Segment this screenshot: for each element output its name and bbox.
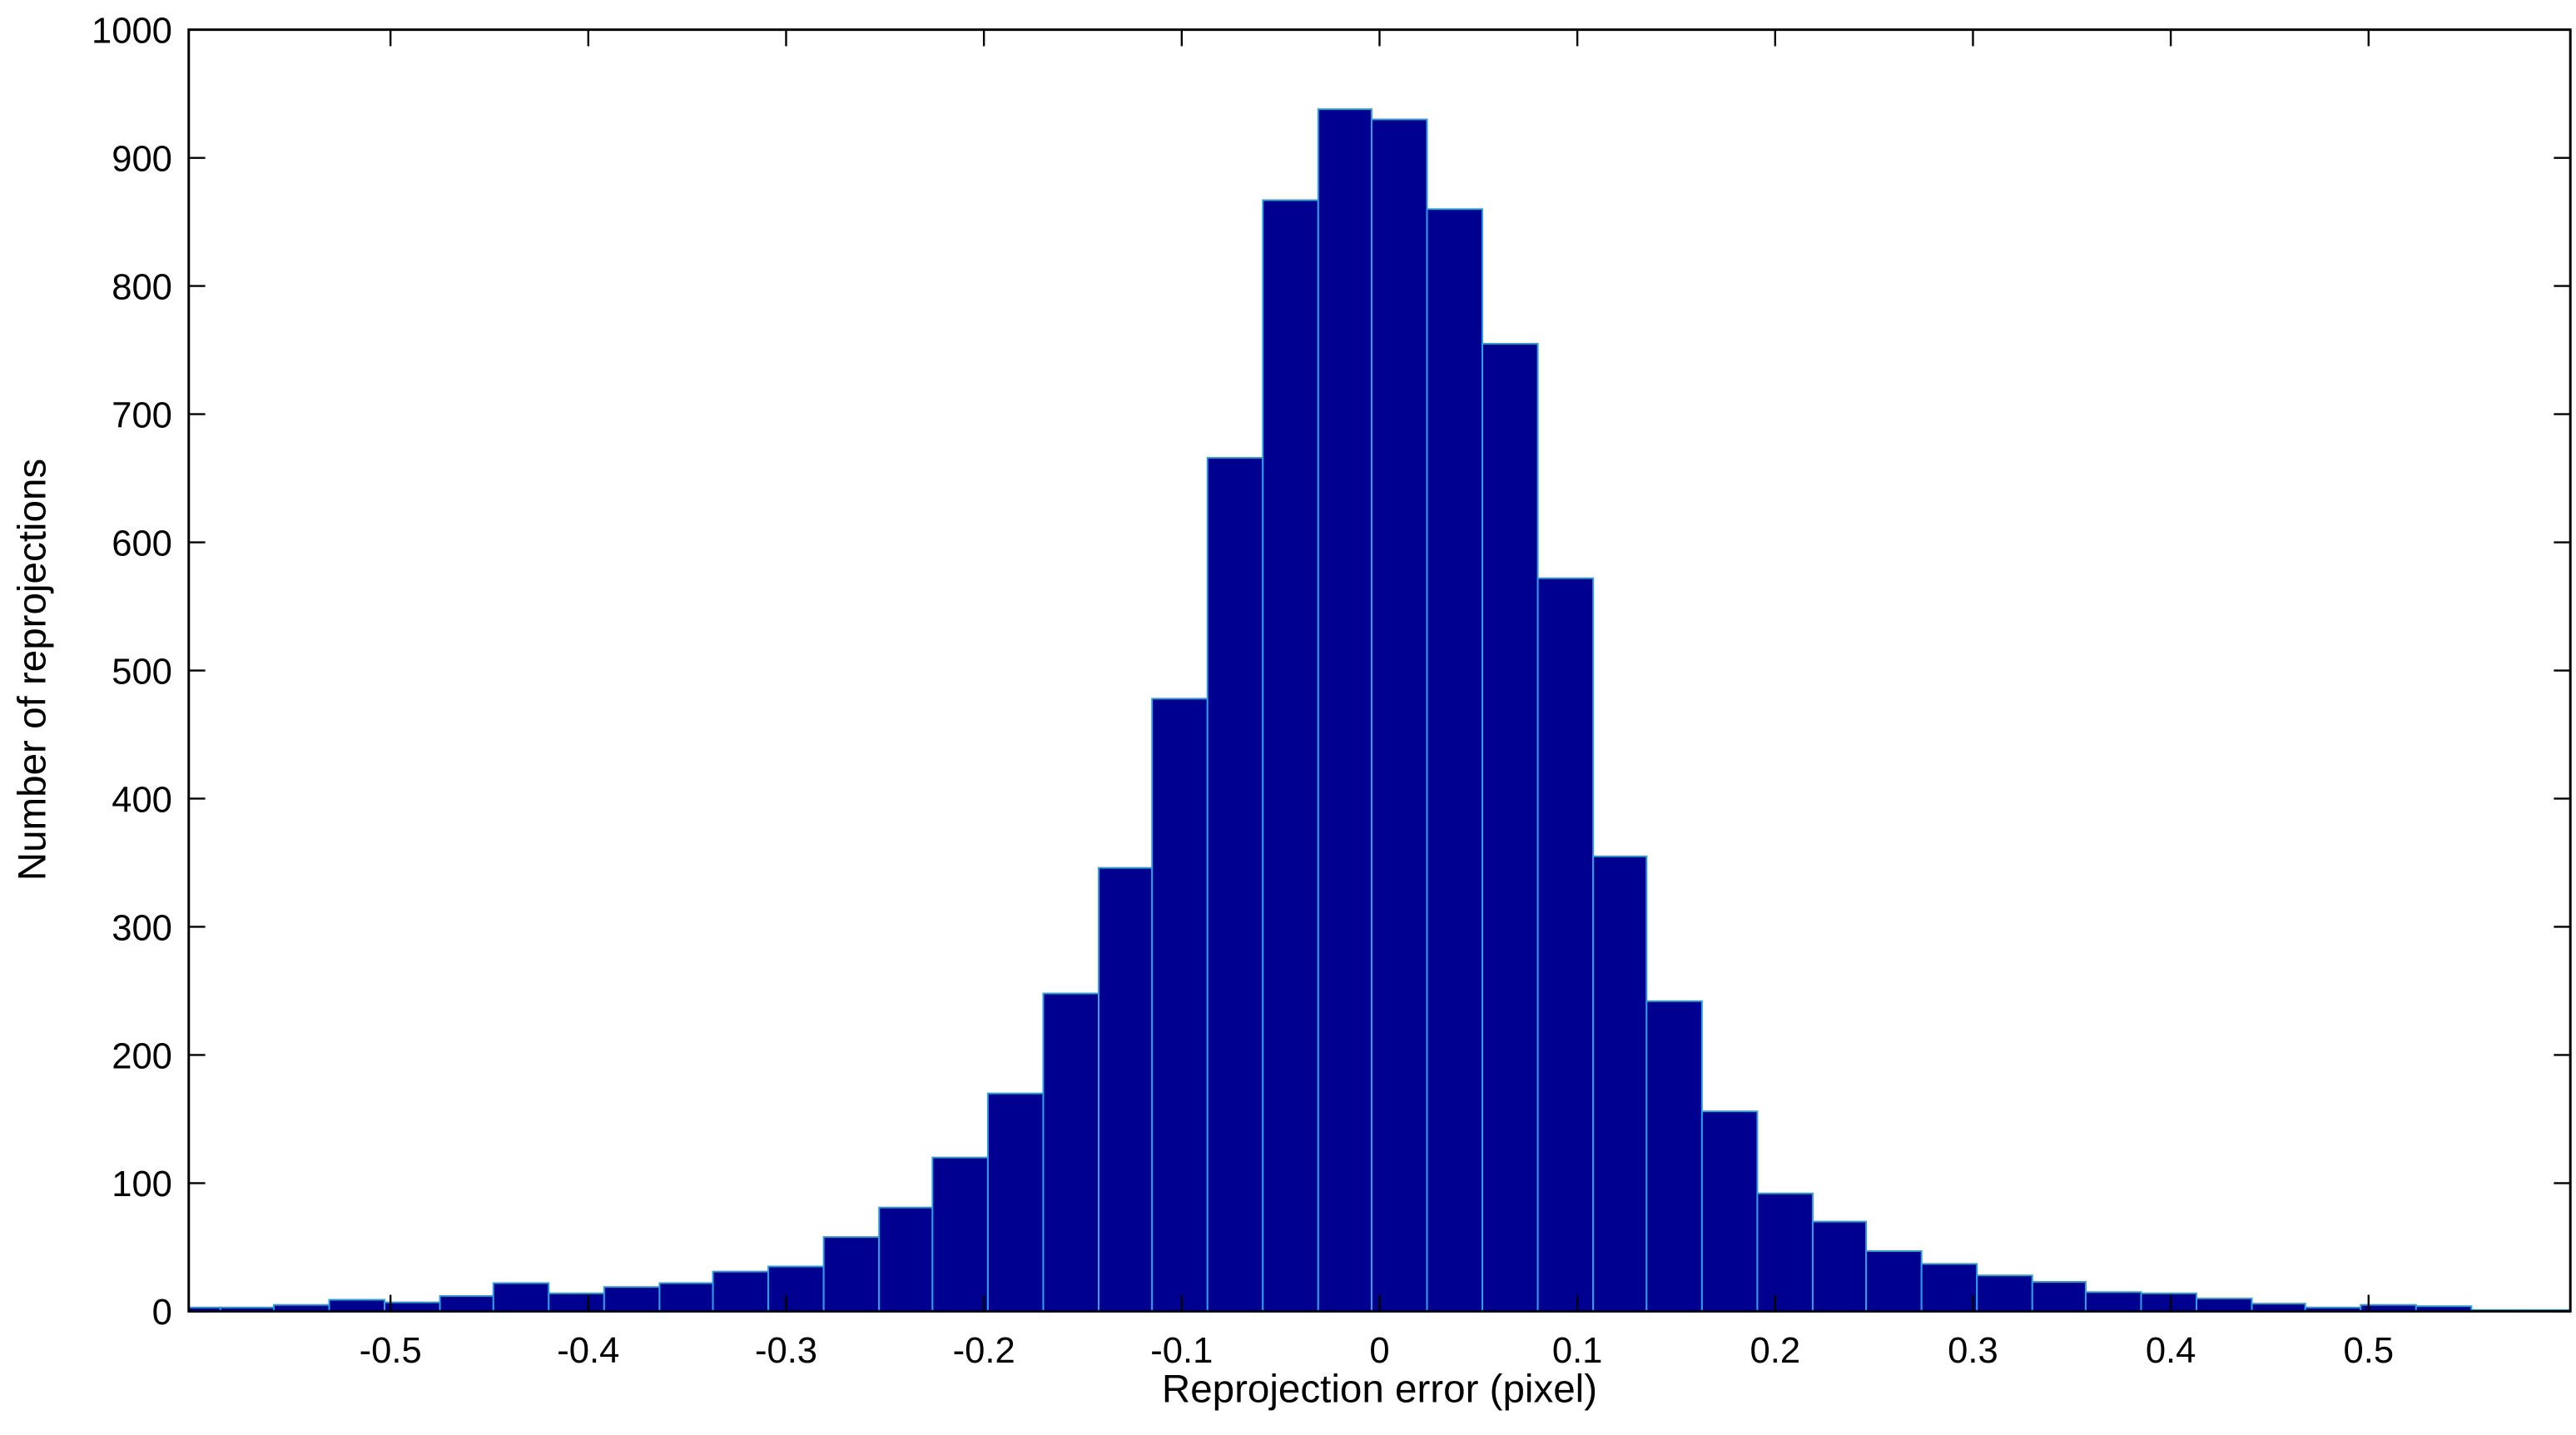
bar — [1317, 108, 1372, 1312]
x-axis-label: Reprojection error (pixel) — [1162, 1367, 1597, 1411]
y-axis-label: Number of reprojections — [10, 459, 54, 881]
bar — [328, 1298, 386, 1312]
y-tick-label: 700 — [112, 395, 172, 435]
bar — [1592, 855, 1648, 1312]
bar — [822, 1236, 881, 1312]
bar — [1920, 1263, 1978, 1312]
y-tick-label: 600 — [112, 524, 172, 564]
bar — [1426, 208, 1484, 1312]
x-tick-label: 0.5 — [2343, 1331, 2394, 1371]
x-tick-label: -0.1 — [1150, 1331, 1213, 1371]
bar — [439, 1294, 494, 1312]
bar — [1482, 342, 1539, 1312]
bar — [1536, 577, 1595, 1312]
bar — [603, 1286, 661, 1312]
y-tick-label: 300 — [112, 908, 172, 948]
x-tick-label: -0.4 — [557, 1331, 619, 1371]
bar — [2084, 1291, 2142, 1312]
bar — [492, 1282, 550, 1312]
y-tick-label: 100 — [112, 1164, 172, 1204]
bar — [1645, 1000, 1703, 1312]
y-tick-label: 400 — [112, 780, 172, 820]
bar — [658, 1282, 714, 1312]
bar — [1206, 456, 1264, 1312]
x-tick-label: 0.4 — [2146, 1331, 2196, 1371]
bar — [1098, 866, 1154, 1312]
axes: -0.5 -0.4 -0.3 -0.2 -0.1 0 0.1 0.2 0.3 0.4 0.5 0 100… — [92, 12, 2572, 1371]
bar — [1700, 1110, 1759, 1312]
bar — [1151, 698, 1209, 1312]
y-tick-label: 500 — [112, 652, 172, 692]
bar — [2415, 1305, 2473, 1312]
y-tick-label: 1000 — [92, 12, 172, 52]
bar — [712, 1270, 770, 1312]
y-tick-label: 900 — [112, 139, 172, 179]
bar — [878, 1206, 934, 1312]
bar — [931, 1156, 989, 1312]
bar — [548, 1292, 605, 1312]
x-tick-label: 0 — [1369, 1331, 1389, 1371]
y-tick-label: 800 — [112, 267, 172, 307]
bar — [986, 1092, 1045, 1312]
x-tick-label: 0.3 — [1948, 1331, 1998, 1371]
bar — [1370, 118, 1428, 1312]
bar — [1865, 1250, 1923, 1312]
bar — [1262, 199, 1319, 1312]
x-tick-label: -0.5 — [360, 1331, 422, 1371]
x-tick-label: -0.2 — [953, 1331, 1015, 1371]
bar — [767, 1265, 825, 1312]
bar — [2196, 1297, 2253, 1312]
x-tick-label: 0.1 — [1552, 1331, 1603, 1371]
x-tick-label: 0.2 — [1750, 1331, 1801, 1371]
bar — [2031, 1280, 2087, 1312]
bar — [1756, 1192, 1814, 1312]
y-tick-label: 200 — [112, 1036, 172, 1076]
bars — [188, 108, 2571, 1312]
x-tick-label: -0.3 — [755, 1331, 817, 1371]
bar — [1811, 1220, 1868, 1312]
bar — [2140, 1292, 2198, 1312]
y-tick-label: 0 — [152, 1293, 172, 1333]
bar — [384, 1301, 441, 1312]
bar — [1042, 992, 1099, 1312]
bar — [1976, 1274, 2033, 1312]
